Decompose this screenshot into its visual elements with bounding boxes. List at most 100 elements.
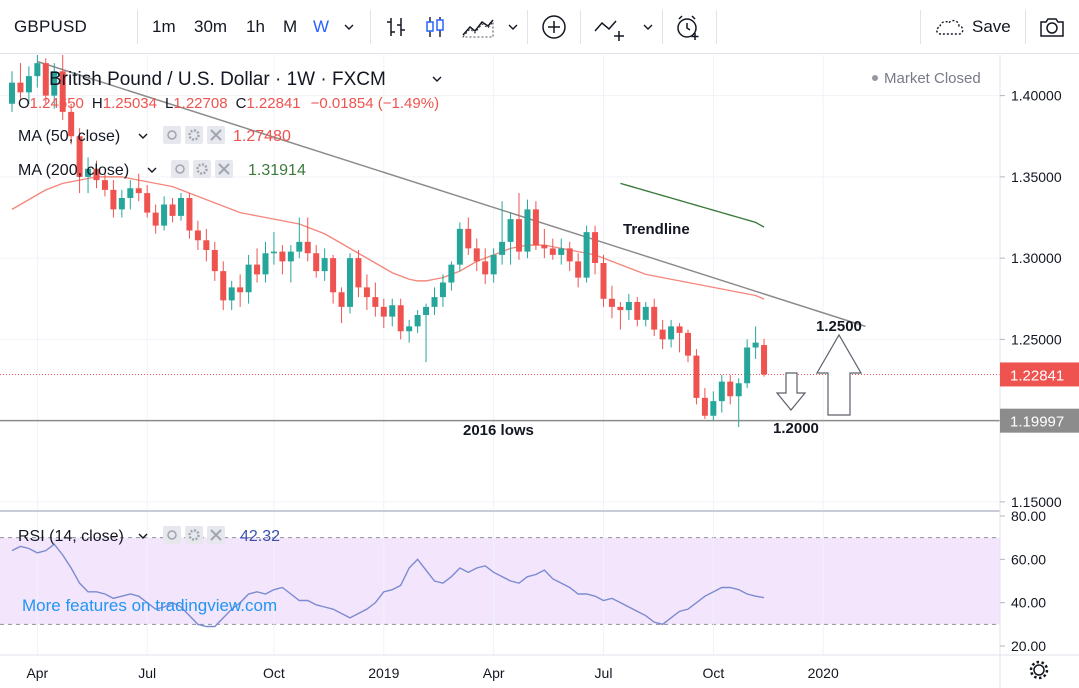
candle-body: [59, 71, 66, 112]
candle-body: [676, 326, 683, 333]
candle-body: [456, 228, 463, 265]
candle-body: [85, 168, 92, 177]
ma200-legend-value: 1.31914: [248, 162, 306, 179]
close-icon-glyph: [210, 529, 222, 541]
candle: [93, 160, 100, 189]
candle: [507, 212, 514, 265]
candle: [144, 185, 151, 218]
market-status: Market Closed: [884, 70, 981, 87]
candle: [414, 310, 421, 333]
candle-body: [668, 326, 675, 340]
timeframe-30m[interactable]: 30m: [194, 17, 228, 36]
chevron-down-icon[interactable]: [432, 76, 442, 82]
candle: [625, 293, 632, 320]
candle-body: [270, 251, 277, 254]
area-chart-icon[interactable]: [460, 13, 496, 41]
candle: [761, 338, 768, 377]
candle: [608, 285, 615, 319]
candle: [245, 254, 252, 304]
gear-icon[interactable]: [185, 526, 203, 544]
candle-body: [406, 326, 413, 332]
candle: [389, 298, 396, 327]
candle-body: [34, 63, 41, 77]
eye-icon[interactable]: [171, 160, 189, 178]
chevron-down-icon[interactable]: [506, 20, 520, 34]
price-tick-label: 1.30000: [1011, 250, 1062, 266]
candle: [178, 193, 184, 221]
price-chart[interactable]: 1.400001.350001.300001.250001.200001.150…: [0, 55, 1079, 688]
candle: [355, 250, 362, 298]
pane-divider[interactable]: [0, 510, 1000, 512]
timeframe-1h[interactable]: 1h: [246, 17, 265, 36]
candle-body: [330, 258, 337, 293]
camera-icon[interactable]: [1038, 13, 1066, 41]
candle-body: [423, 306, 430, 315]
toolbar-divider: [137, 10, 138, 44]
candle-body: [161, 204, 168, 226]
cloud-save-icon[interactable]: [932, 13, 968, 41]
ma50-line: [11, 176, 765, 300]
candle: [85, 157, 92, 194]
candle: [685, 329, 691, 363]
candle: [262, 241, 269, 283]
save-button[interactable]: Save: [972, 17, 1011, 36]
rsi-tick-label: 20.00: [1011, 638, 1046, 654]
timeframe-week[interactable]: W: [313, 17, 330, 36]
chevron-down-icon[interactable]: [641, 20, 655, 34]
candle-body: [549, 248, 556, 255]
candle: [710, 391, 717, 421]
candle: [101, 173, 108, 197]
candles-icon[interactable]: [421, 13, 449, 41]
candle-body: [42, 63, 49, 96]
candle: [499, 201, 506, 265]
candle: [347, 253, 353, 314]
candle-body: [211, 250, 218, 272]
candle-body: [744, 347, 751, 384]
timeframe-1m[interactable]: 1m: [152, 17, 176, 36]
candle: [659, 319, 666, 350]
candle: [566, 241, 573, 272]
candle-body: [701, 397, 708, 416]
chevron-down-icon[interactable]: [147, 167, 157, 173]
candle-body: [642, 306, 649, 320]
candle-body: [507, 219, 514, 242]
bar-chart-icon[interactable]: [382, 13, 410, 41]
eye-icon[interactable]: [163, 126, 181, 144]
candle: [524, 199, 531, 259]
gear-icon[interactable]: [185, 126, 203, 144]
timeframe-month[interactable]: M: [283, 17, 298, 36]
alarm-clock-icon[interactable]: [674, 13, 702, 41]
chevron-down-icon[interactable]: [138, 133, 148, 139]
rsi-band-layer: [0, 537, 1000, 625]
symbol-search[interactable]: GBPUSD: [14, 17, 87, 36]
chevron-down-icon[interactable]: [138, 533, 148, 539]
candle-body: [178, 198, 184, 216]
rsi-legend-label[interactable]: RSI (14, close): [18, 528, 124, 545]
candle-body: [25, 76, 32, 93]
rsi-legend-value: 42.32: [240, 528, 280, 545]
chevron-down-icon[interactable]: [342, 20, 356, 34]
rsi-legend-buttons: [163, 526, 225, 544]
toolbar-divider: [716, 10, 717, 44]
compare-icon[interactable]: [592, 13, 628, 41]
candle: [59, 55, 66, 120]
candle-body: [194, 230, 201, 241]
gear-icon[interactable]: [193, 160, 211, 178]
candle-body: [347, 258, 353, 307]
add-indicator-icon[interactable]: [540, 13, 568, 41]
support-layer: [0, 373, 1000, 422]
candle: [203, 228, 210, 262]
tradingview-watermark[interactable]: More features on tradingview.com: [22, 596, 278, 615]
candle-body: [710, 401, 717, 416]
gear-icon-teeth: [188, 529, 200, 541]
toolbar-divider: [370, 10, 371, 44]
time-tick-label: Oct: [702, 665, 724, 681]
candle: [254, 248, 261, 283]
ma200-legend-label[interactable]: MA (200, close): [18, 162, 129, 179]
settings-gear-icon[interactable]: [1029, 660, 1049, 680]
ma50-legend-label[interactable]: MA (50, close): [18, 128, 120, 145]
candle-body: [439, 282, 446, 298]
eye-icon[interactable]: [163, 526, 181, 544]
candle: [34, 55, 41, 88]
candle-body: [718, 381, 725, 402]
